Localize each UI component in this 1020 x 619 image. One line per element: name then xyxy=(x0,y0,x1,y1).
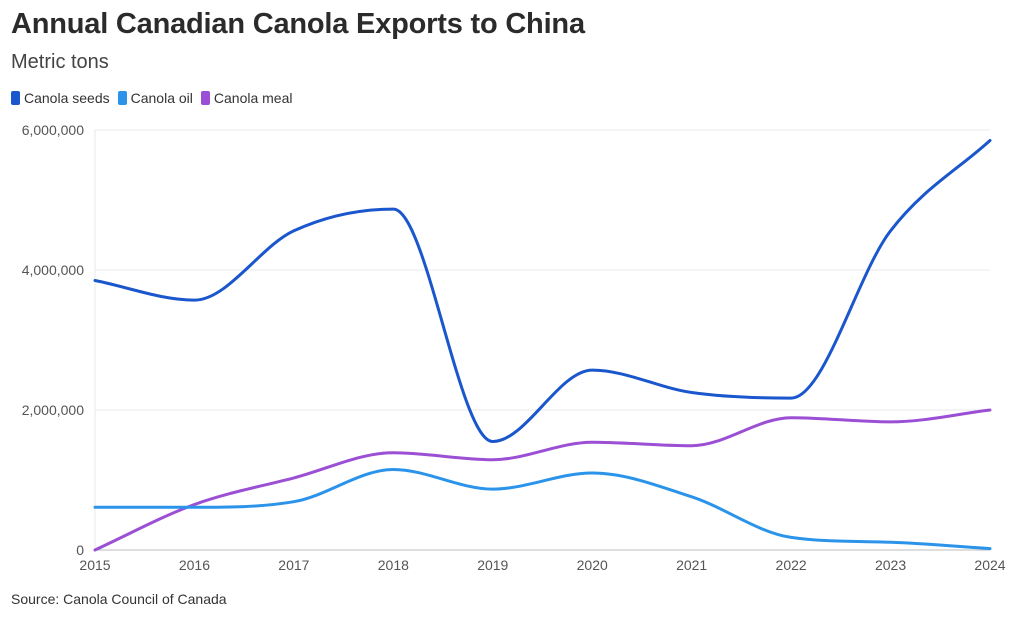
chart-title: Annual Canadian Canola Exports to China xyxy=(11,8,585,40)
data-point-canola-meal[interactable] xyxy=(984,404,996,416)
legend-item-canola-meal: Canola meal xyxy=(200,90,293,106)
x-tick-label: 2022 xyxy=(776,557,807,573)
series-line-canola-seeds xyxy=(93,139,992,443)
x-tick-label: 2024 xyxy=(974,557,1005,573)
legend-swatch-canola-seeds xyxy=(11,91,20,105)
data-point-canola-meal[interactable] xyxy=(487,454,499,466)
legend-item-canola-seeds: Canola seeds xyxy=(11,90,110,106)
data-point-canola-seeds[interactable] xyxy=(785,392,797,404)
x-tick-label: 2021 xyxy=(676,557,707,573)
data-point-canola-oil[interactable] xyxy=(885,536,897,548)
legend-label-canola-seeds: Canola seeds xyxy=(24,90,110,106)
y-tick-label: 2,000,000 xyxy=(22,402,84,418)
data-point-canola-seeds[interactable] xyxy=(288,225,300,237)
series-layer xyxy=(89,135,996,556)
x-tick-label: 2023 xyxy=(875,557,906,573)
y-tick-label: 6,000,000 xyxy=(22,122,84,138)
data-point-canola-oil[interactable] xyxy=(586,467,598,479)
data-point-canola-oil[interactable] xyxy=(984,543,996,555)
data-point-canola-meal[interactable] xyxy=(288,472,300,484)
data-point-canola-seeds[interactable] xyxy=(686,387,698,399)
series-line-canola-oil xyxy=(93,468,992,551)
data-point-canola-oil[interactable] xyxy=(785,531,797,543)
legend-swatch-canola-oil xyxy=(117,91,127,105)
x-tick-label: 2020 xyxy=(577,557,608,573)
data-point-canola-meal[interactable] xyxy=(785,412,797,424)
data-point-canola-seeds[interactable] xyxy=(387,203,399,215)
x-tick-label: 2015 xyxy=(79,557,110,573)
data-point-canola-seeds[interactable] xyxy=(586,364,598,376)
data-point-canola-oil[interactable] xyxy=(387,464,399,476)
x-tick-label: 2018 xyxy=(378,557,409,573)
legend-item-canola-oil: Canola oil xyxy=(117,90,193,106)
axis-layer: 0 2,000,000 4,000,000 6,000,000 2015 2016 2017… xyxy=(22,122,1006,573)
x-tick-label: 2017 xyxy=(278,557,309,573)
data-point-canola-seeds[interactable] xyxy=(487,436,499,448)
y-tick-label: 0 xyxy=(76,542,84,558)
data-point-canola-oil[interactable] xyxy=(487,483,499,495)
data-point-canola-meal[interactable] xyxy=(885,416,897,428)
y-tick-label: 4,000,000 xyxy=(22,262,84,278)
data-point-canola-meal[interactable] xyxy=(387,447,399,459)
data-point-canola-oil[interactable] xyxy=(288,496,300,508)
data-point-canola-oil[interactable] xyxy=(686,491,698,503)
legend: Canola seeds Canola oil Canola meal xyxy=(11,90,301,106)
data-point-canola-seeds[interactable] xyxy=(89,275,101,287)
x-tick-label: 2016 xyxy=(179,557,210,573)
series-line-canola-meal xyxy=(93,408,992,552)
chart-subtitle: Metric tons xyxy=(11,51,109,73)
legend-swatch-canola-meal xyxy=(200,91,210,105)
data-point-canola-meal[interactable] xyxy=(586,436,598,448)
data-point-canola-seeds[interactable] xyxy=(188,294,200,306)
data-point-canola-seeds[interactable] xyxy=(984,135,996,147)
legend-label-canola-meal: Canola meal xyxy=(213,90,293,106)
data-point-canola-seeds[interactable] xyxy=(885,225,897,237)
data-point-canola-meal[interactable] xyxy=(686,440,698,452)
grid-layer xyxy=(94,129,990,551)
data-point-canola-meal[interactable] xyxy=(89,544,101,556)
data-point-canola-oil[interactable] xyxy=(89,501,101,513)
legend-label-canola-oil: Canola oil xyxy=(130,90,193,106)
x-tick-label: 2019 xyxy=(477,557,508,573)
source-note: Source: Canola Council of Canada xyxy=(11,591,227,607)
data-point-canola-oil[interactable] xyxy=(188,501,200,513)
